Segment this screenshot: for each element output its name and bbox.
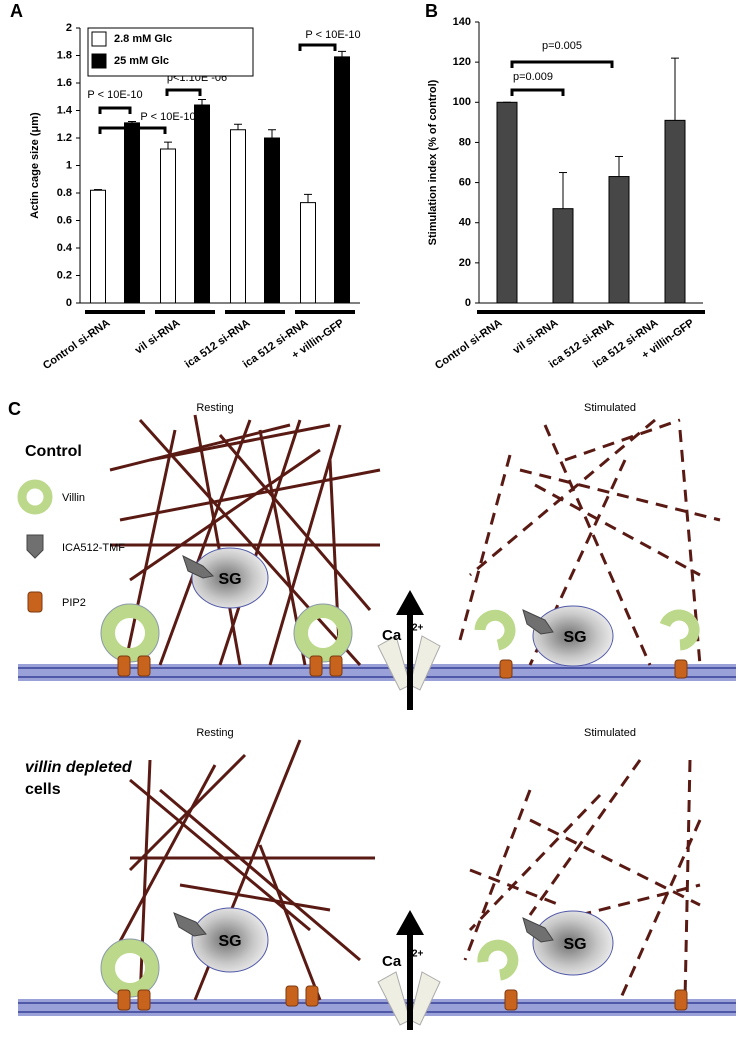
x-tick-label: vil si-RNA bbox=[511, 317, 560, 357]
y-tick-label: 0.4 bbox=[57, 242, 73, 254]
significance-bracket bbox=[510, 88, 565, 96]
x-tick-label: Control si-RNA bbox=[433, 317, 504, 372]
y-tick-label: 40 bbox=[459, 217, 471, 229]
y-tick-label: 0 bbox=[465, 297, 471, 309]
y-tick-label: 80 bbox=[459, 136, 471, 148]
annotation: P < 10E-10 bbox=[87, 89, 142, 101]
annotation: P < 10E-10 bbox=[140, 111, 195, 123]
bar bbox=[552, 208, 574, 304]
granule-label: SG bbox=[218, 571, 241, 588]
group-underline bbox=[295, 310, 355, 314]
legend-label: 25 mM Glc bbox=[114, 55, 169, 67]
group-underline bbox=[589, 310, 649, 314]
granule-label: SG bbox=[563, 936, 586, 953]
panel-label: C bbox=[8, 399, 21, 419]
membrane bbox=[18, 664, 736, 1016]
significance-bracket bbox=[98, 126, 167, 134]
y-axis-label: Stimulation index (% of control) bbox=[427, 79, 439, 245]
bar bbox=[230, 129, 246, 304]
panel-label: A bbox=[10, 1, 23, 21]
y-tick-label: 0.2 bbox=[57, 269, 72, 281]
ion-charge: 2+ bbox=[412, 949, 424, 960]
significance-bracket bbox=[98, 106, 132, 114]
legend-label: 2.8 mM Glc bbox=[114, 33, 172, 45]
actin-network bbox=[109, 414, 381, 667]
y-tick-label: 20 bbox=[459, 257, 471, 269]
y-axis-label: Actin cage size (μm) bbox=[29, 112, 41, 219]
legend-label: ICA512-TMF bbox=[62, 542, 125, 554]
granule-label: SG bbox=[218, 933, 241, 950]
legend-swatch bbox=[91, 53, 107, 69]
ion-label: Ca bbox=[382, 627, 402, 644]
group-underline bbox=[477, 310, 537, 314]
legend-swatch bbox=[91, 31, 107, 47]
column-label: Stimulated bbox=[584, 402, 636, 414]
granule bbox=[191, 547, 269, 609]
significance-bracket bbox=[298, 43, 337, 51]
arrow bbox=[396, 590, 424, 1030]
ica512 bbox=[26, 534, 554, 943]
bar bbox=[194, 104, 210, 304]
bar bbox=[334, 56, 350, 304]
y-tick-label: 1.8 bbox=[57, 49, 72, 61]
y-tick-label: 0 bbox=[66, 297, 72, 309]
legend-label: PIP2 bbox=[62, 597, 86, 609]
granule bbox=[191, 907, 269, 973]
x-tick-label: vil si-RNA bbox=[133, 317, 182, 357]
ion-charge: 2+ bbox=[412, 623, 424, 634]
column-label: Resting bbox=[196, 402, 233, 414]
group-underline bbox=[85, 310, 145, 314]
annotation: p=0.009 bbox=[513, 71, 553, 83]
legend-box bbox=[87, 27, 254, 77]
y-tick-label: 1.6 bbox=[57, 77, 72, 89]
row-label: villin depleted bbox=[25, 759, 133, 776]
channel bbox=[377, 635, 441, 1026]
y-tick-label: 1.2 bbox=[57, 132, 72, 144]
bar bbox=[90, 189, 106, 304]
significance-bracket bbox=[165, 88, 202, 96]
diagram: C Villin ICA512-TMF PIP2 Control Resting… bbox=[8, 399, 736, 1030]
bar bbox=[124, 122, 140, 304]
bar bbox=[664, 119, 686, 304]
column-label: Stimulated bbox=[584, 727, 636, 739]
bar bbox=[264, 137, 280, 304]
y-tick-label: 1 bbox=[66, 159, 72, 171]
y-tick-label: 140 bbox=[453, 16, 471, 28]
villin bbox=[17, 479, 700, 998]
y-tick-label: 0.8 bbox=[57, 187, 72, 199]
y-tick-label: 100 bbox=[453, 96, 471, 108]
legend-label: Villin bbox=[62, 492, 85, 504]
annotation: P < 10E-10 bbox=[305, 29, 360, 41]
y-tick-label: 120 bbox=[453, 56, 471, 68]
ion-label: Ca bbox=[382, 953, 402, 970]
annotation: p=0.005 bbox=[542, 40, 582, 52]
bar bbox=[160, 148, 176, 304]
row-label: Control bbox=[25, 443, 82, 460]
y-tick-label: 1.4 bbox=[57, 104, 73, 116]
y-tick-label: 2 bbox=[66, 22, 72, 34]
group-underline bbox=[155, 310, 215, 314]
y-tick-label: 0.6 bbox=[57, 214, 72, 226]
x-tick-label: Control si-RNA bbox=[41, 317, 112, 372]
group-underline bbox=[225, 310, 285, 314]
group-underline bbox=[645, 310, 705, 314]
bar bbox=[608, 176, 630, 304]
panel-label: B bbox=[425, 1, 438, 21]
granule bbox=[532, 605, 614, 667]
group-underline bbox=[533, 310, 593, 314]
bar bbox=[300, 202, 316, 304]
pip2 bbox=[27, 591, 688, 1011]
y-tick-label: 60 bbox=[459, 176, 471, 188]
column-label: Resting bbox=[196, 727, 233, 739]
bar bbox=[496, 101, 518, 304]
significance-bracket bbox=[510, 60, 614, 68]
row-label: cells bbox=[25, 781, 61, 798]
granule-label: SG bbox=[563, 629, 586, 646]
granule bbox=[532, 910, 614, 976]
